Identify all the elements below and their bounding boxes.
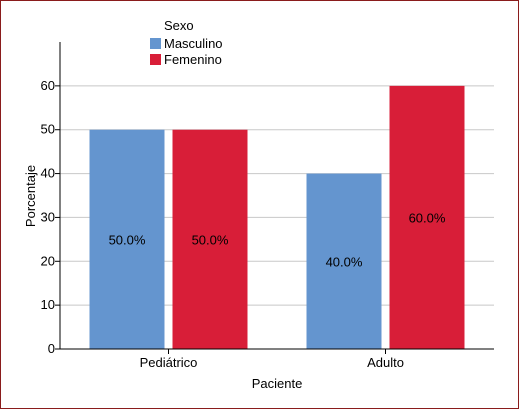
x-axis-label: Paciente bbox=[252, 376, 303, 391]
y-tick-label-10: 10 bbox=[41, 297, 55, 312]
y-tick-label-30: 30 bbox=[41, 209, 55, 224]
data-label-femenino-1: 60.0% bbox=[409, 210, 446, 225]
y-tick-label-60: 60 bbox=[41, 78, 55, 93]
y-tick-label-50: 50 bbox=[41, 122, 55, 137]
bar-femenino-0 bbox=[172, 129, 248, 349]
y-tick-label-40: 40 bbox=[41, 166, 55, 181]
x-tick-label-1: Adulto bbox=[367, 355, 404, 370]
legend: Sexo Masculino Femenino bbox=[150, 18, 223, 67]
bars bbox=[89, 85, 465, 349]
data-labels: 50.0% 50.0% 40.0% 60.0% bbox=[109, 210, 446, 269]
bar-masculino-0 bbox=[89, 129, 165, 349]
legend-swatch-femenino bbox=[150, 54, 161, 65]
bar-masculino-1 bbox=[306, 173, 382, 349]
data-label-masculino-0: 50.0% bbox=[109, 232, 146, 247]
bar-femenino-1 bbox=[389, 85, 465, 349]
axes: 0 10 20 30 40 50 60 Pediátrico Adulto bbox=[41, 42, 494, 370]
y-axis-label: Porcentaje bbox=[23, 165, 38, 227]
x-tick-label-0: Pediátrico bbox=[140, 355, 198, 370]
y-tick-label-0: 0 bbox=[48, 341, 55, 356]
data-label-femenino-0: 50.0% bbox=[192, 232, 229, 247]
data-label-masculino-1: 40.0% bbox=[326, 254, 363, 269]
legend-title: Sexo bbox=[164, 18, 194, 33]
legend-swatch-masculino bbox=[150, 38, 161, 49]
legend-label-femenino: Femenino bbox=[164, 52, 222, 67]
y-tick-label-20: 20 bbox=[41, 253, 55, 268]
legend-label-masculino: Masculino bbox=[164, 36, 223, 51]
